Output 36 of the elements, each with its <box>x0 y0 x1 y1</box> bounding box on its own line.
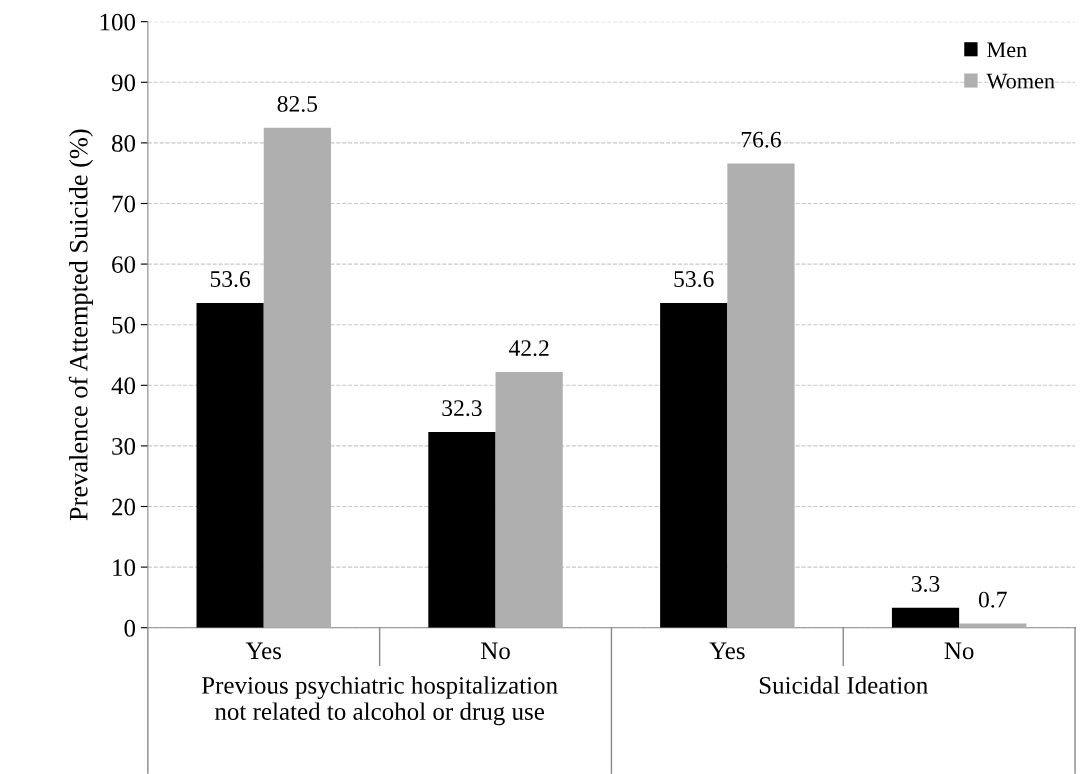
bar <box>891 607 960 628</box>
bar <box>495 371 563 628</box>
x-tick-label: No <box>944 642 974 660</box>
data-label: 82.5 <box>277 95 318 112</box>
bar <box>428 431 496 628</box>
data-label: 0.7 <box>978 591 1007 608</box>
legend-label: Men <box>987 42 1027 58</box>
y-axis-title: Prevalence of Attempted Suicide (%) <box>68 129 93 521</box>
x-tick-label: No <box>480 642 510 660</box>
bar <box>263 127 331 628</box>
y-tick-label: 0 <box>124 619 136 637</box>
y-tick-label: 10 <box>113 559 136 577</box>
y-tick-label: 60 <box>112 256 136 274</box>
data-label: 53.6 <box>674 271 714 288</box>
text: Suicidal Ideation <box>759 676 928 694</box>
data-label: 76.6 <box>741 131 781 148</box>
bar <box>959 623 1027 628</box>
x-tick-label: Yes <box>245 642 282 660</box>
y-tick-label: 20 <box>112 498 136 516</box>
y-tick-label: 90 <box>111 74 136 92</box>
bar <box>727 163 795 628</box>
legend-label: Women <box>986 73 1055 89</box>
x-tick-label: Yes <box>709 642 745 660</box>
data-label: 53.6 <box>210 271 251 288</box>
y-tick-label: 40 <box>111 377 136 395</box>
y-tick-label: 80 <box>111 134 136 152</box>
bar <box>660 302 728 628</box>
y-tick-label: 30 <box>112 437 136 455</box>
data-label: 3.3 <box>911 575 940 592</box>
bar <box>196 302 264 628</box>
data-label: 32.3 <box>442 400 482 417</box>
y-tick-label: 50 <box>112 316 136 334</box>
y-tick-label: 70 <box>112 195 136 213</box>
y-tick-label: 100 <box>100 13 136 31</box>
data-label: 42.2 <box>508 340 549 357</box>
text: Previous psychiatric hospitalization not related to alcohol or drug use <box>201 676 558 726</box>
